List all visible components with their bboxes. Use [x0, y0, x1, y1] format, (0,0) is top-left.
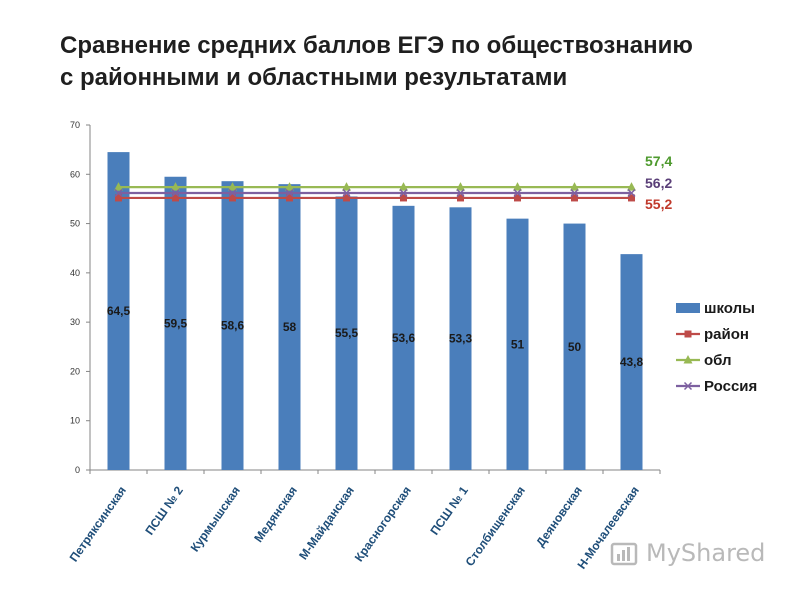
line-value-label: 56,2: [645, 175, 672, 191]
bar: [506, 218, 529, 470]
marker-square: [115, 194, 122, 202]
marker-x: [570, 188, 579, 198]
marker-square: [172, 194, 179, 202]
marker-x: [513, 188, 522, 198]
marker-square: [571, 194, 578, 202]
bar: [335, 196, 358, 470]
chart-title-line2: с районными и областными результатами: [60, 64, 568, 91]
marker-x: [114, 188, 123, 198]
x-tick-label: ПСШ № 2: [142, 483, 186, 537]
marker-triangle: [114, 182, 123, 191]
marker-triangle: [456, 182, 465, 191]
y-tick-label: 0: [75, 465, 80, 475]
marker-square: [457, 194, 464, 202]
bar-data-label: 58: [283, 320, 297, 334]
x-tick-label: Столбищенская: [463, 484, 528, 569]
marker-triangle: [627, 182, 636, 191]
x-tick-label: ПСШ № 1: [427, 483, 471, 537]
marker-triangle: [570, 182, 579, 191]
bar-data-label: 51: [511, 337, 525, 351]
marker-x: [285, 188, 294, 198]
bar-data-label: 64,5: [107, 304, 131, 318]
legend-label: Россия: [704, 378, 757, 395]
marker-x: [456, 188, 465, 198]
marker-x: [171, 188, 180, 198]
x-tick-label: Курмышская: [188, 484, 243, 555]
bar: [221, 181, 244, 470]
marker-square: [343, 194, 350, 202]
y-tick-label: 10: [70, 416, 80, 426]
marker-triangle: [171, 182, 180, 191]
x-tick-label: М-Майданская: [296, 484, 357, 563]
bar: [620, 254, 643, 470]
bar-data-label: 59,5: [164, 316, 188, 330]
legend-label: район: [704, 326, 749, 343]
bar: [392, 205, 415, 471]
bar-data-label: 50: [568, 340, 582, 354]
chart-title-line1: Сравнение средних баллов ЕГЭ по общество…: [60, 32, 693, 59]
marker-x: [627, 188, 636, 198]
x-tick-label: Петряксинская: [67, 484, 129, 565]
legend-swatch-bar: [676, 303, 700, 313]
marker-square: [286, 194, 293, 202]
legend-marker-x: [683, 381, 693, 391]
x-tick-label: Медянская: [251, 484, 300, 545]
marker-triangle: [342, 182, 351, 191]
marker-triangle: [513, 182, 522, 191]
bar-data-label: 53,3: [449, 332, 473, 346]
marker-square: [514, 194, 521, 202]
y-tick-label: 20: [70, 366, 80, 376]
bar-data-label: 43,8: [620, 355, 644, 369]
watermark: MyShared: [610, 538, 765, 568]
bar-data-label: 58,6: [221, 319, 245, 333]
y-tick-label: 40: [70, 268, 80, 278]
bar-data-label: 55,5: [335, 326, 359, 340]
bar-data-label: 53,6: [392, 331, 416, 345]
bar: [563, 223, 586, 470]
watermark-logo-icon: [610, 542, 638, 566]
marker-triangle: [285, 182, 294, 191]
marker-x: [228, 188, 237, 198]
legend-marker-square: [684, 330, 692, 338]
y-tick-label: 70: [70, 120, 80, 130]
y-tick-label: 50: [70, 219, 80, 229]
line-value-label: 55,2: [645, 196, 672, 212]
legend-label: обл: [704, 352, 732, 369]
bar: [107, 152, 130, 470]
watermark-text: MyShared: [646, 539, 766, 567]
x-tick-label: Красногорская: [352, 484, 414, 564]
legend-marker-triangle: [683, 355, 693, 364]
bar: [449, 207, 472, 471]
y-tick-label: 30: [70, 317, 80, 327]
marker-x: [399, 188, 408, 198]
legend-label: школы: [704, 300, 755, 317]
line-value-label: 57,4: [645, 153, 672, 169]
marker-triangle: [228, 182, 237, 191]
x-tick-label: Деяновская: [533, 484, 585, 550]
marker-square: [400, 194, 407, 202]
y-tick-label: 60: [70, 169, 80, 179]
bar: [278, 184, 301, 470]
marker-square: [229, 194, 236, 202]
marker-triangle: [399, 182, 408, 191]
marker-x: [342, 188, 351, 198]
marker-square: [628, 194, 635, 202]
bar: [164, 176, 187, 470]
